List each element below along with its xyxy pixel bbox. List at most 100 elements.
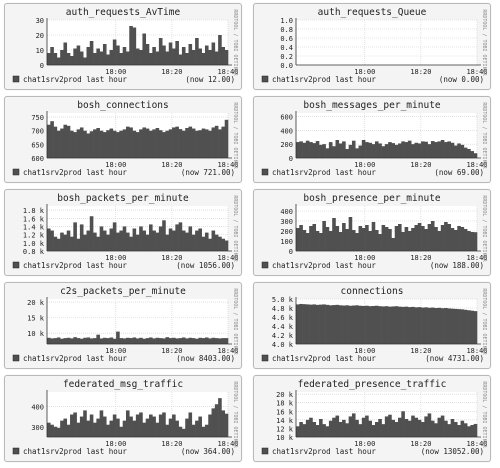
- data-bar: [470, 310, 475, 344]
- graph-panel-bosh-connections[interactable]: bosh_connections 600 650 700 750 18:00 18:20 18…: [4, 96, 242, 183]
- x-tick-label: 18:20: [410, 161, 431, 169]
- data-bar: [460, 144, 465, 158]
- data-bar: [145, 128, 150, 158]
- graph-panel-federated-presence-traffic[interactable]: federated_presence_traffic 10 k 12 k 14 k 16…: [253, 375, 491, 462]
- data-bar: [221, 238, 226, 251]
- data-bar: [368, 306, 372, 344]
- y-tick-label: 10: [36, 47, 44, 55]
- data-bar: [332, 305, 336, 344]
- data-bar: [66, 125, 71, 158]
- data-bar: [407, 231, 412, 251]
- data-bar: [195, 338, 199, 344]
- data-bar: [424, 141, 428, 158]
- data-bar: [460, 420, 465, 437]
- data-bar: [66, 53, 71, 65]
- data-bar: [83, 130, 87, 158]
- graph-panel-bosh-messages-per-minute[interactable]: bosh_messages_per_minute 0 200 400 600 18:00 1…: [253, 96, 491, 183]
- data-bar: [427, 144, 432, 158]
- data-bar: [214, 234, 219, 251]
- data-bar: [198, 416, 202, 437]
- x-tick-label: 18:20: [410, 68, 431, 76]
- data-bar: [122, 47, 127, 65]
- data-bar: [332, 218, 336, 251]
- data-bar: [188, 337, 193, 344]
- data-bar: [201, 236, 206, 251]
- data-bar: [427, 224, 432, 251]
- data-bar: [218, 338, 222, 344]
- graph-panel-auth-requests-avtime[interactable]: auth_requests_AvTime 0 10 20 30 18:00 18:20 18:…: [4, 3, 242, 90]
- x-tick-label: 18:00: [354, 68, 375, 76]
- data-bar: [457, 425, 461, 437]
- data-bar: [371, 222, 376, 251]
- rrdtool-credit: RRDTOOL / TOBI OETIKER: [232, 9, 238, 76]
- y-tick-label: 300: [31, 424, 44, 432]
- data-bar: [181, 337, 186, 344]
- y-tick-label: 4.6 k: [272, 314, 294, 322]
- data-bar: [172, 127, 176, 158]
- data-bar: [116, 132, 120, 158]
- data-bar: [296, 228, 300, 251]
- data-bar: [53, 338, 58, 344]
- data-bar: [309, 304, 313, 344]
- data-bar: [398, 417, 402, 437]
- legend-swatch: [261, 354, 269, 362]
- data-bar: [152, 47, 156, 65]
- data-bar: [185, 418, 189, 437]
- legend-host: chat1srv2prod last hour: [272, 447, 376, 456]
- data-bar: [93, 232, 97, 251]
- data-bar: [125, 337, 130, 344]
- y-tick-label: 1.6 k: [23, 215, 45, 223]
- x-tick-label: 18:00: [105, 68, 126, 76]
- data-bar: [224, 338, 229, 344]
- data-bar: [302, 304, 307, 344]
- data-bar: [211, 408, 216, 437]
- data-bar: [60, 420, 64, 437]
- data-bar: [70, 56, 74, 65]
- graph-panel-federated-msg-traffic[interactable]: federated_msg_traffic 300 400 18:00 18:20 18:…: [4, 375, 242, 462]
- data-bar: [70, 236, 74, 251]
- x-tick-label: 18:40: [466, 440, 487, 448]
- data-bar: [112, 338, 117, 344]
- graph-panel-auth-requests-queue[interactable]: auth_requests_Queue 0.0 0.2 0.4 0.6 0.8 1.0 18:…: [253, 3, 491, 90]
- data-bar: [56, 57, 61, 65]
- data-bar: [195, 420, 199, 437]
- data-bar: [168, 228, 173, 251]
- data-bar: [155, 51, 160, 65]
- data-bar: [201, 338, 206, 344]
- graph-panel-bosh-presence-per-minute[interactable]: bosh_presence_per_minute 0 100 200 300 400 18:…: [253, 189, 491, 276]
- y-tick-label: 4.2 k: [272, 332, 294, 340]
- graph-panel-connections[interactable]: connections 4.0 k 4.2 k 4.4 k 4.6 k 4.8 k 5.0 …: [253, 282, 491, 369]
- data-bar: [145, 338, 150, 344]
- data-bar: [195, 230, 199, 251]
- graph-panel-c2s-packets-per-minute[interactable]: c2s_packets_per_minute 10 k 15 k 20 k 18:00 1…: [4, 282, 242, 369]
- data-bar: [398, 224, 402, 251]
- data-bar: [165, 337, 170, 344]
- data-bar: [93, 53, 97, 65]
- data-bar: [338, 232, 343, 251]
- data-bar: [221, 338, 226, 344]
- data-bar: [224, 240, 229, 251]
- data-bar: [391, 143, 396, 158]
- data-bar: [358, 145, 363, 158]
- data-bar: [116, 331, 120, 344]
- graph-title: bosh_presence_per_minute: [303, 193, 441, 204]
- data-bar: [434, 142, 438, 158]
- rrdtool-credit: RRDTOOL / TOBI OETIKER: [232, 381, 238, 448]
- graph-panel-bosh-packets-per-minute[interactable]: bosh_packets_per_minute 0.8 k 1.0 k 1.2 k 1.…: [4, 189, 242, 276]
- data-bar: [47, 228, 51, 251]
- x-tick-label: 18:00: [354, 347, 375, 355]
- data-bar: [191, 234, 196, 251]
- current-value: (now 188.00): [430, 261, 484, 270]
- data-bar: [139, 337, 143, 344]
- current-value: (now 0.00): [439, 75, 484, 84]
- data-bar: [60, 338, 64, 344]
- y-tick-label: 0.4: [280, 44, 293, 52]
- data-bar: [378, 306, 382, 344]
- x-tick-label: 18:20: [161, 161, 182, 169]
- data-bar: [89, 41, 94, 65]
- data-bar: [155, 232, 160, 251]
- data-bar: [221, 47, 226, 65]
- x-tick-label: 18:20: [410, 440, 431, 448]
- legend-swatch: [261, 261, 269, 269]
